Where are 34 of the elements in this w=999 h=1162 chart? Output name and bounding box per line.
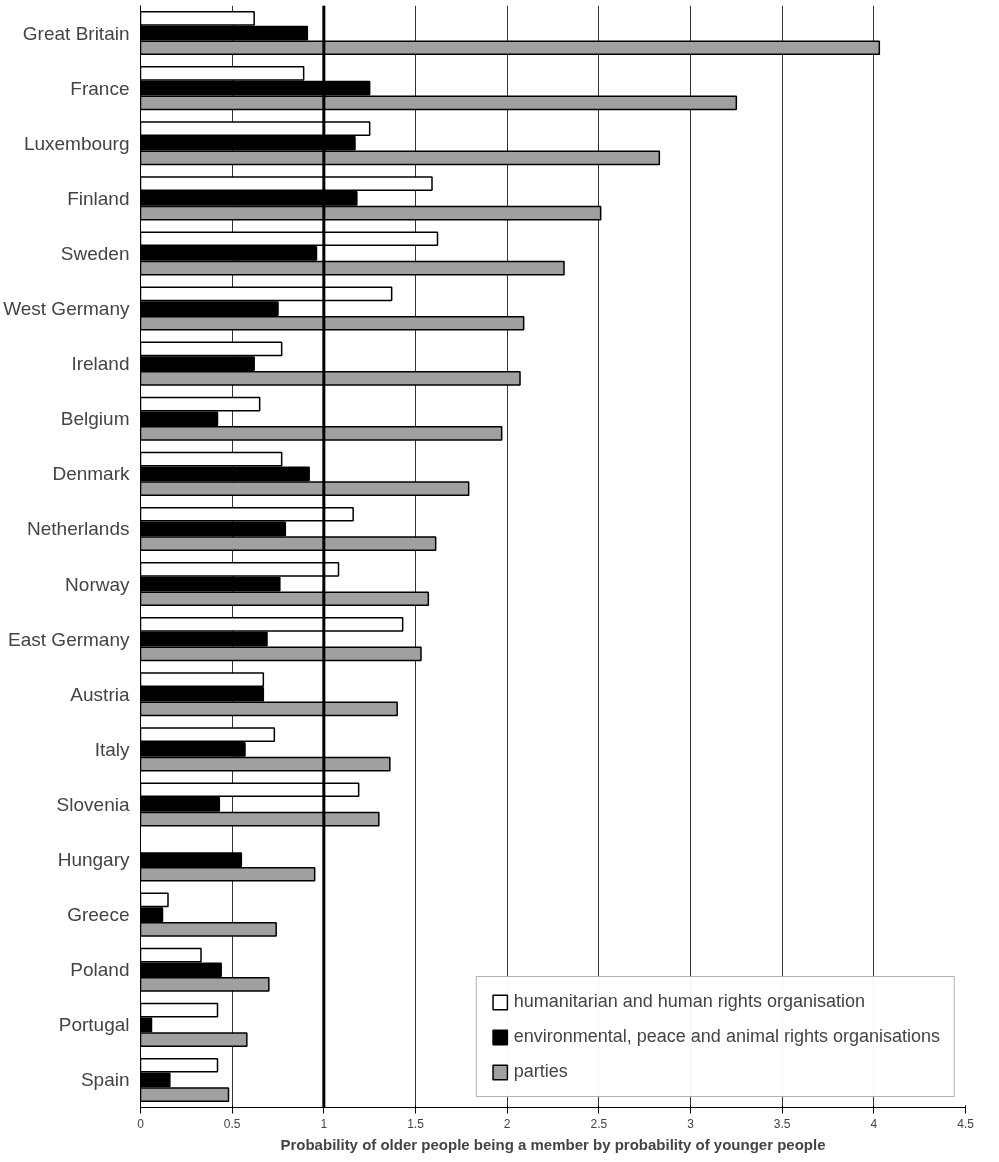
y-tick-label: Finland (67, 187, 130, 209)
y-tick-label: Hungary (57, 849, 130, 871)
y-tick-label: Ireland (71, 353, 130, 375)
y-tick-label: Spain (80, 1069, 130, 1091)
x-tick-label: 2 (503, 1116, 511, 1131)
x-tick-label: 1.5 (407, 1116, 425, 1131)
y-tick-label: France (70, 77, 130, 99)
x-tick-label: 3 (687, 1116, 695, 1131)
legend-label: environmental, peace and animal rights organisations (513, 1026, 940, 1047)
legend-label: humanitarian and human rights organisation (513, 991, 865, 1012)
y-tick-label: Poland (70, 959, 130, 981)
y-tick-label: Denmark (52, 463, 130, 485)
x-tick-label: 4 (870, 1116, 878, 1131)
y-tick-label: Portugal (58, 1014, 130, 1036)
x-tick-label: 0.5 (223, 1116, 241, 1131)
x-tick-label: 0 (137, 1116, 145, 1131)
x-tick-label: 4.5 (957, 1116, 975, 1131)
y-tick-label: East Germany (8, 628, 130, 650)
y-tick-label: Slovenia (56, 793, 130, 815)
y-tick-label: Luxembourg (23, 132, 130, 154)
y-tick-label: Italy (94, 738, 130, 760)
y-tick-label: Greece (67, 904, 130, 926)
y-tick-label: West Germany (3, 298, 130, 320)
y-tick-label: Belgium (60, 408, 130, 430)
y-tick-label: Austria (70, 683, 130, 705)
y-tick-label: Sweden (60, 242, 130, 264)
x-tick-label: 2.5 (590, 1116, 608, 1131)
x-tick-label: 3.5 (773, 1116, 791, 1131)
y-tick-label: Netherlands (27, 518, 130, 540)
y-tick-label: Norway (65, 573, 130, 595)
x-tick-label: 1 (320, 1116, 328, 1131)
y-tick-label: Great Britain (22, 22, 130, 44)
legend-label: parties (513, 1061, 568, 1082)
x-axis-title: Probability of older people being a member by probability of younger people (280, 1135, 826, 1153)
